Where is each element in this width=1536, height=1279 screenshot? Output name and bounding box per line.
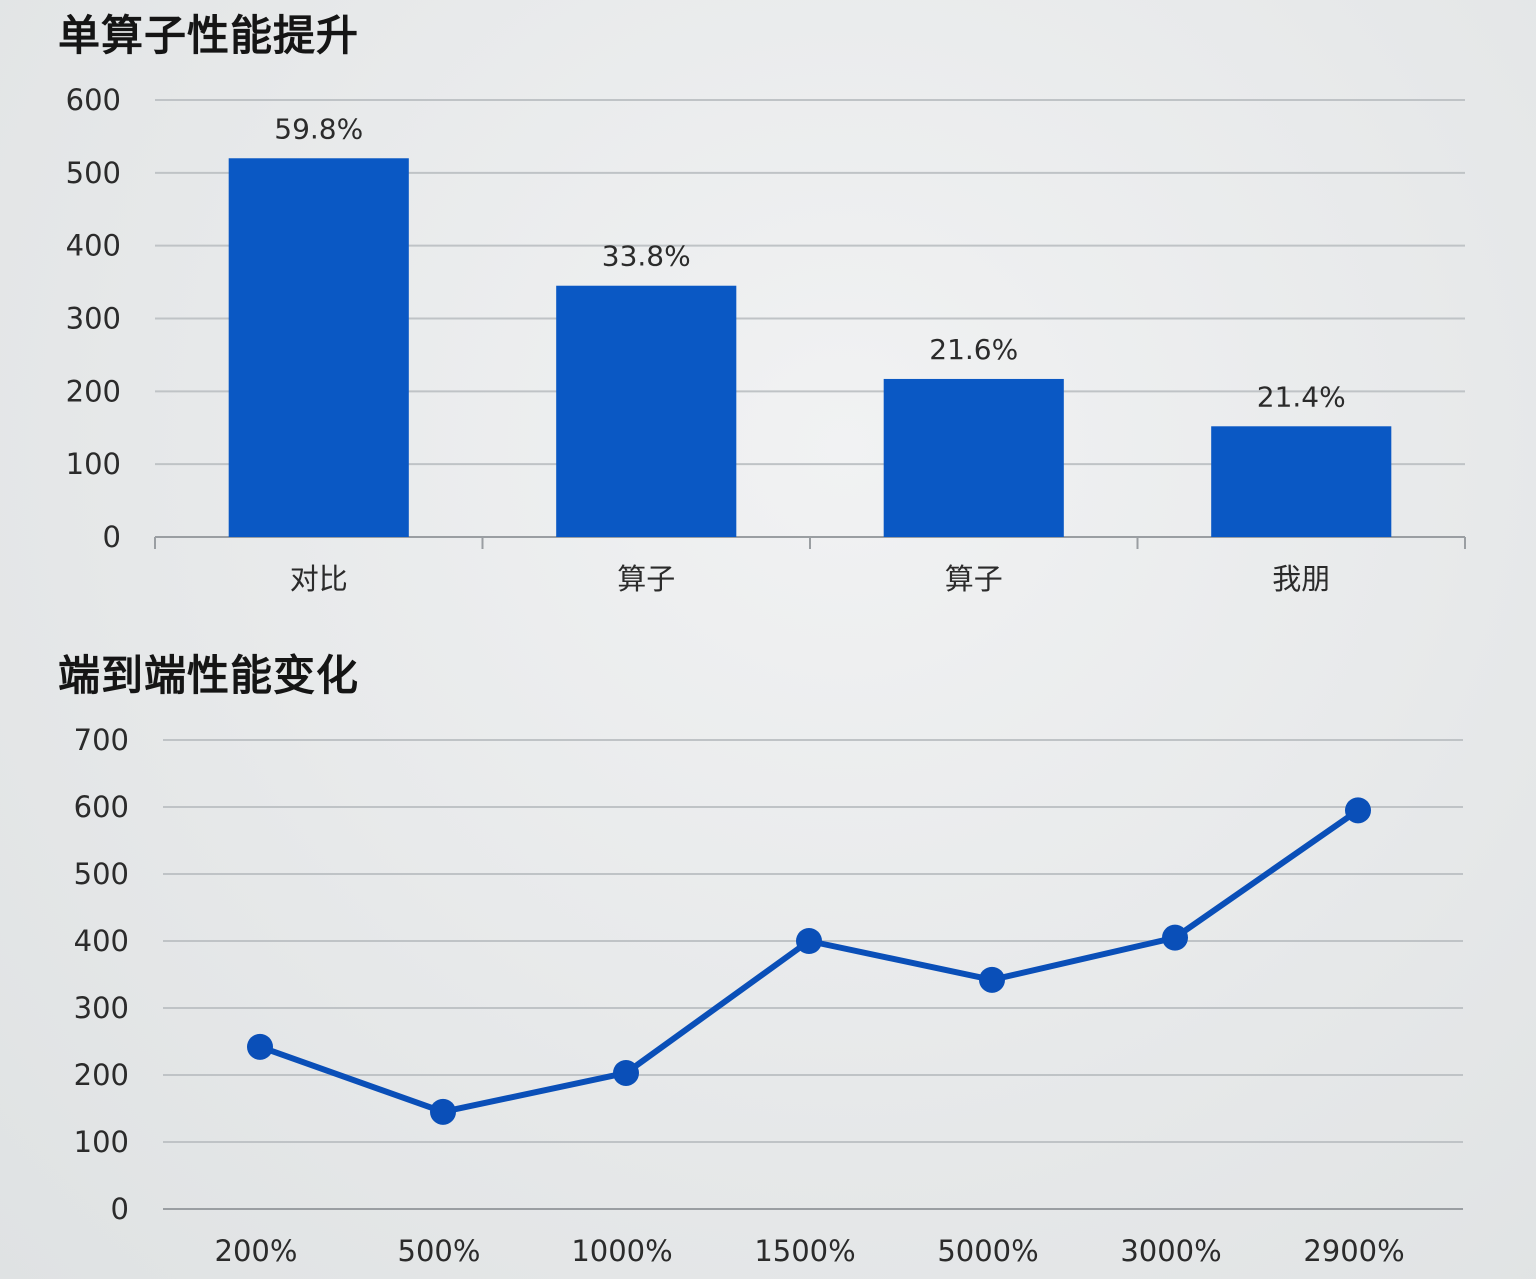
line-point [1345,797,1371,824]
bar-chart: 0 100 200 300 400 500 600 59.8% 对比 33.8% 算子 21.6% 算子… [66,83,1466,596]
bar-y-tick-label: 200 [66,374,121,408]
line-series [257,807,1361,1115]
line-x-tick-label: 1000% [571,1234,672,1268]
bar-x-tick-label: 算子 [945,562,1003,596]
line-y-tick-label: 400 [74,924,129,958]
line-y-tick-label: 0 [111,1192,129,1226]
line-y-tick-label: 700 [74,723,129,757]
line-point [1162,924,1188,951]
line-x-tick-label: 5000% [937,1234,1038,1268]
bar-chart-title: 单算子性能提升 [58,11,360,60]
line-x-tick-label: 2900% [1303,1234,1404,1268]
line-point [979,966,1005,993]
line-point [247,1033,273,1060]
bar-y-tick-label: 600 [66,83,121,117]
bar [1211,426,1392,537]
bar-y-tick-label: 100 [66,447,121,481]
bar [556,285,737,537]
line-point [613,1059,639,1086]
bar-data-label: 33.8% [602,240,691,273]
line-chart-title: 端到端性能变化 [58,651,360,700]
bar-y-tick-label: 500 [66,156,121,190]
line-y-tick-label: 600 [74,790,129,824]
line-y-tick-label: 500 [74,857,129,891]
line-x-tick-label: 200% [215,1234,298,1268]
line-x-tick-label: 500% [398,1234,481,1268]
line-y-tick-label: 200 [74,1058,129,1092]
bar-x-tick-label: 我朋 [1272,562,1330,596]
bar [228,158,409,537]
bar-x-tick-label: 算子 [617,562,675,596]
bar-data-label: 21.6% [929,333,1018,366]
bar-y-tick-label: 400 [66,229,121,263]
line-point [796,928,822,954]
bar-y-tick-label: 0 [103,520,121,554]
bar-data-label: 59.8% [274,112,363,145]
line-y-tick-label: 300 [74,991,129,1025]
bar-x-tick-label: 对比 [290,562,348,596]
bar-data-label: 21.4% [1257,380,1346,413]
line-x-tick-label: 3000% [1120,1234,1221,1268]
bar [883,378,1064,537]
line-y-tick-label: 100 [74,1125,129,1159]
line-x-tick-label: 1500% [754,1234,855,1268]
line-point [430,1098,456,1125]
bar-y-tick-label: 300 [66,302,121,336]
